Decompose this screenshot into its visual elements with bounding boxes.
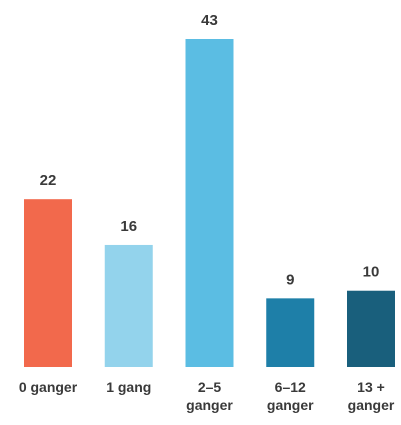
category-labels-layer: 0 ganger 1 gang 2–5 ganger 6–12 ganger 13 + gan… [19,379,395,413]
category-label-3-line-1: ganger [267,397,314,413]
value-label-4: 10 [363,264,380,281]
category-label-1-line-0: 1 gang [106,379,151,395]
bar-0 [24,199,72,367]
category-label-1: 1 gang [106,379,151,395]
value-label-0: 22 [40,172,57,189]
bar-2 [185,39,234,367]
category-label-3-line-0: 6–12 [275,379,306,395]
category-label-3: 6–12 ganger [267,379,314,413]
bars-layer [24,39,395,367]
category-label-2-line-0: 2–5 [198,379,222,395]
bar-3 [266,298,315,367]
category-label-4: 13 + ganger [348,379,395,413]
category-label-4-line-0: 13 + [357,379,385,395]
bar-4 [347,290,395,367]
category-label-2: 2–5 ganger [186,379,233,413]
value-label-2: 43 [201,12,218,29]
category-label-0: 0 ganger [19,379,78,395]
bar-1 [104,244,153,367]
value-label-1: 16 [120,218,137,235]
value-label-3: 9 [286,271,294,288]
category-label-2-line-1: ganger [186,397,233,413]
value-labels-layer: 22 16 43 9 10 [40,12,380,288]
category-label-0-line-0: 0 ganger [19,379,78,395]
category-label-4-line-1: ganger [348,397,395,413]
